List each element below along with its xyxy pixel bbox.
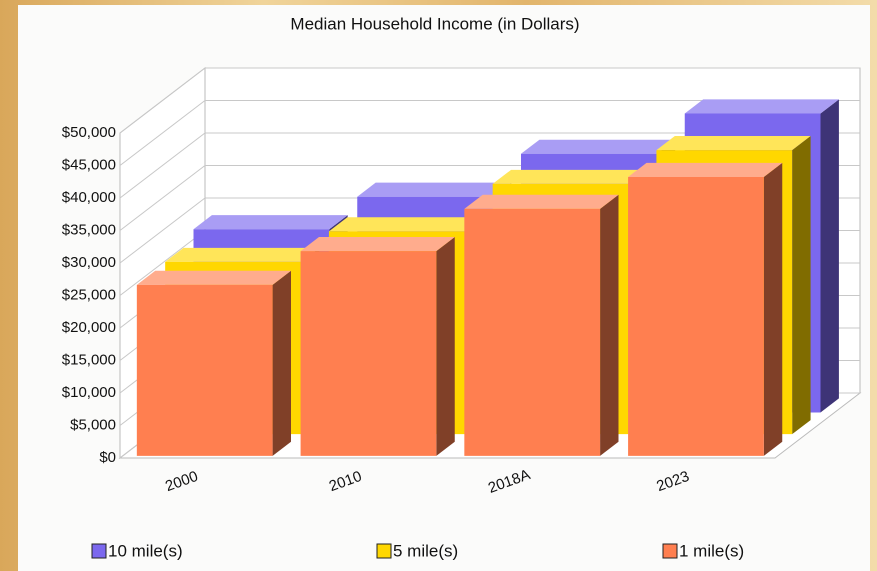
bar-top: [136, 270, 291, 285]
bar: [300, 237, 455, 456]
grid-line: [119, 100, 860, 166]
y-tick-label: $5,000: [70, 416, 116, 433]
legend-label: 1 mile(s): [679, 541, 744, 560]
grid-line: [119, 132, 860, 199]
y-tick-label: $0: [99, 449, 116, 466]
y-tick-label: $25,000: [62, 286, 116, 303]
bar-top: [521, 139, 676, 154]
bar-side: [763, 162, 783, 456]
y-tick-label: $15,000: [62, 351, 116, 368]
grid-line: [119, 67, 860, 134]
chart-title: Median Household Income (in Dollars): [290, 14, 579, 33]
bar-top: [492, 169, 647, 184]
bar-side: [792, 136, 811, 435]
y-tick-label: $35,000: [62, 221, 116, 238]
legend-label: 5 mile(s): [393, 541, 458, 560]
bar: [136, 270, 291, 456]
bar: [628, 162, 783, 456]
bar-top: [357, 182, 512, 197]
bar-side: [436, 237, 455, 456]
bar-top: [656, 136, 811, 151]
bar-top: [628, 162, 783, 177]
bar-top: [193, 215, 348, 230]
bar-top: [300, 237, 455, 252]
bar: [464, 194, 619, 456]
y-tick-label: $10,000: [62, 384, 116, 401]
bar-side: [272, 270, 291, 456]
y-tick-label: $20,000: [62, 319, 116, 336]
bar-side: [820, 99, 839, 413]
bar-top: [464, 194, 619, 209]
bar-front: [464, 208, 601, 456]
legend-label: 10 mile(s): [108, 541, 183, 560]
bar-front: [628, 176, 764, 456]
bar-front: [300, 251, 437, 456]
bar-top: [165, 247, 320, 262]
y-tick-label: $30,000: [62, 254, 116, 271]
bar-top: [684, 99, 839, 114]
legend-swatch: [662, 543, 678, 559]
bar-side: [600, 194, 619, 456]
bar-top: [328, 217, 484, 232]
y-tick-label: $50,000: [62, 124, 116, 141]
y-tick-label: $45,000: [62, 156, 116, 173]
y-tick-label: $40,000: [62, 189, 116, 206]
bar-front: [136, 284, 273, 456]
legend-swatch: [91, 543, 107, 559]
legend-swatch: [376, 543, 392, 559]
